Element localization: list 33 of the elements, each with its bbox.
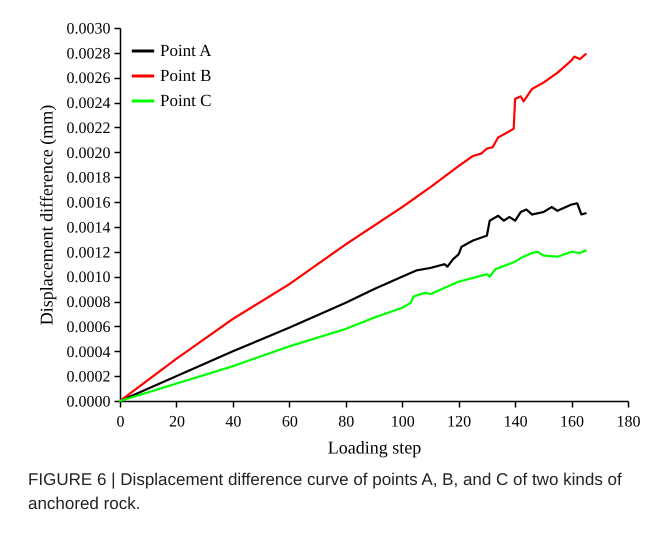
y-tick-label: 0.0020	[66, 144, 110, 162]
x-tick-label: 120	[447, 414, 472, 430]
caption: FIGURE 6 | Displacement difference curve of points A, B, and C of two kinds of anchored rock.	[28, 469, 623, 515]
x-tick-label: 40	[225, 414, 242, 430]
y-axis-title: Displacement difference (mm)	[36, 104, 56, 326]
y-tick-label: 0.0002	[66, 368, 110, 386]
y-tick-label: 0.0008	[66, 294, 110, 312]
y-tick-label: 0.0028	[66, 45, 110, 62]
x-tick-label: 0	[116, 414, 124, 430]
y-tick-label: 0.0000	[66, 394, 110, 410]
y-tick-label: 0.0022	[66, 120, 110, 137]
y-tick-label: 0.0018	[66, 170, 110, 187]
y-tick-label: 0.0014	[66, 219, 110, 236]
legend-label: Point C	[160, 91, 212, 110]
x-tick-label: 140	[504, 414, 528, 430]
x-tick-label: 60	[282, 414, 298, 430]
y-tick-label: 0.0030	[66, 20, 110, 38]
y-tick-label: 0.0006	[66, 318, 110, 336]
x-tick-label: 180	[616, 414, 640, 430]
y-tick-label: 0.0010	[66, 269, 110, 286]
x-tick-label: 160	[560, 414, 584, 430]
legend-label: Point B	[160, 66, 212, 85]
y-tick-label: 0.0004	[66, 344, 110, 361]
y-tick-label: 0.0016	[66, 194, 110, 212]
x-tick-label: 80	[338, 414, 354, 430]
legend-label: Point A	[160, 41, 212, 60]
x-tick-label: 100	[390, 414, 415, 430]
line-series	[118, 249, 587, 402]
y-tick-label: 0.0012	[66, 244, 110, 262]
y-tick-label: 0.0024	[66, 95, 110, 112]
x-tick-label: 20	[168, 414, 185, 430]
y-tick-label: 0.0026	[66, 70, 110, 88]
x-axis-title: Loading step	[328, 438, 422, 458]
